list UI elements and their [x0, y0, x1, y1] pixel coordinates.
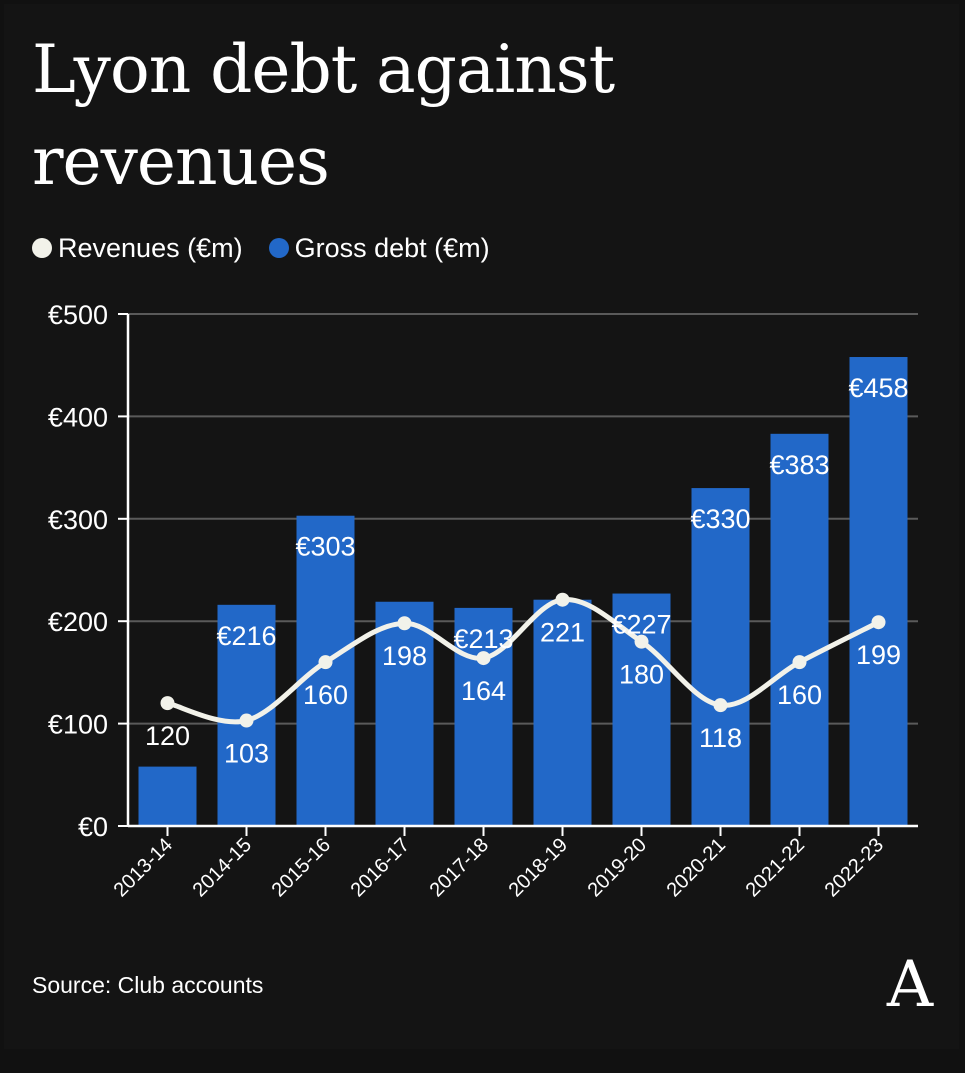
publisher-logo-icon: A: [886, 950, 934, 1014]
bar: [454, 607, 513, 826]
circle-icon: [32, 238, 52, 258]
revenue-data-label: 160: [777, 680, 822, 710]
revenue-data-label: 118: [699, 723, 742, 753]
bar-data-label: €458: [848, 373, 908, 403]
x-tick-label: 2015-16: [268, 834, 335, 901]
legend-item-gross-debt: Gross debt (€m): [268, 232, 490, 264]
bar: [533, 599, 592, 826]
bar-data-label: €383: [769, 450, 829, 480]
bar: [691, 488, 750, 826]
x-tick-label: 2014-15: [189, 834, 256, 901]
bar-data-label: €216: [216, 621, 276, 651]
revenue-data-label: 199: [856, 640, 901, 670]
y-tick-label: €400: [48, 402, 108, 432]
x-tick-label: 2020-21: [663, 834, 730, 901]
circle-icon: [268, 238, 289, 258]
bar: [849, 357, 908, 826]
logo-text: A: [886, 950, 934, 1014]
x-tick-label: 2016-17: [347, 834, 414, 901]
revenue-point: [555, 592, 570, 607]
revenue-data-label: 180: [619, 660, 664, 690]
revenue-data-label: 160: [303, 680, 348, 710]
bar: [375, 601, 434, 826]
x-tick-label: 2013-14: [110, 834, 177, 901]
revenue-data-label: 164: [461, 676, 506, 706]
revenue-point: [871, 615, 886, 630]
revenue-point: [318, 655, 333, 670]
y-tick-label: €100: [48, 710, 108, 740]
x-tick-label: 2018-19: [505, 834, 572, 901]
y-tick-label: €200: [48, 607, 108, 637]
bar-data-label: €303: [295, 532, 355, 562]
revenue-point: [634, 634, 649, 649]
bar: [612, 593, 671, 826]
bar-data-label: €227: [611, 610, 671, 640]
combo-chart: €0 €100 €200 €300 €400 €500 2013-14 2014-15 2015…: [48, 300, 918, 901]
bar: [138, 766, 197, 826]
bar: [770, 433, 829, 826]
revenue-data-label: 103: [224, 739, 269, 769]
legend: Revenues (€m) Gross debt (€m): [32, 228, 516, 268]
revenue-point: [476, 651, 491, 666]
legend-label-revenues: Revenues (€m): [58, 232, 243, 263]
revenue-data-label: 198: [382, 641, 427, 671]
revenue-point: [239, 713, 254, 728]
legend-item-revenues: Revenues (€m): [32, 233, 243, 264]
bar-data-label: €213: [453, 624, 513, 654]
x-tick-label: 2021-22: [742, 834, 809, 901]
revenue-data-label: 120: [145, 721, 190, 751]
revenue-point: [713, 698, 728, 713]
source-note: Source: Club accounts: [32, 972, 264, 998]
x-tick-label: 2019-20: [584, 834, 651, 901]
revenue-point: [160, 696, 175, 711]
revenue-point: [792, 655, 807, 670]
bar-data-label: €330: [690, 504, 750, 534]
legend-label-gross-debt: Gross debt (€m): [294, 232, 490, 263]
x-tick-label: 2022-23: [821, 834, 888, 901]
revenue-line: [166, 597, 880, 725]
bar: [296, 515, 355, 826]
revenue-data-label: 221: [540, 618, 585, 648]
y-tick-label: €500: [48, 300, 108, 330]
chart-title: Lyon debt against revenues: [32, 31, 615, 200]
x-tick-label: 2017-18: [426, 834, 493, 901]
revenue-point: [397, 616, 412, 631]
y-tick-label: €300: [48, 505, 108, 535]
y-tick-label: €0: [78, 812, 108, 842]
